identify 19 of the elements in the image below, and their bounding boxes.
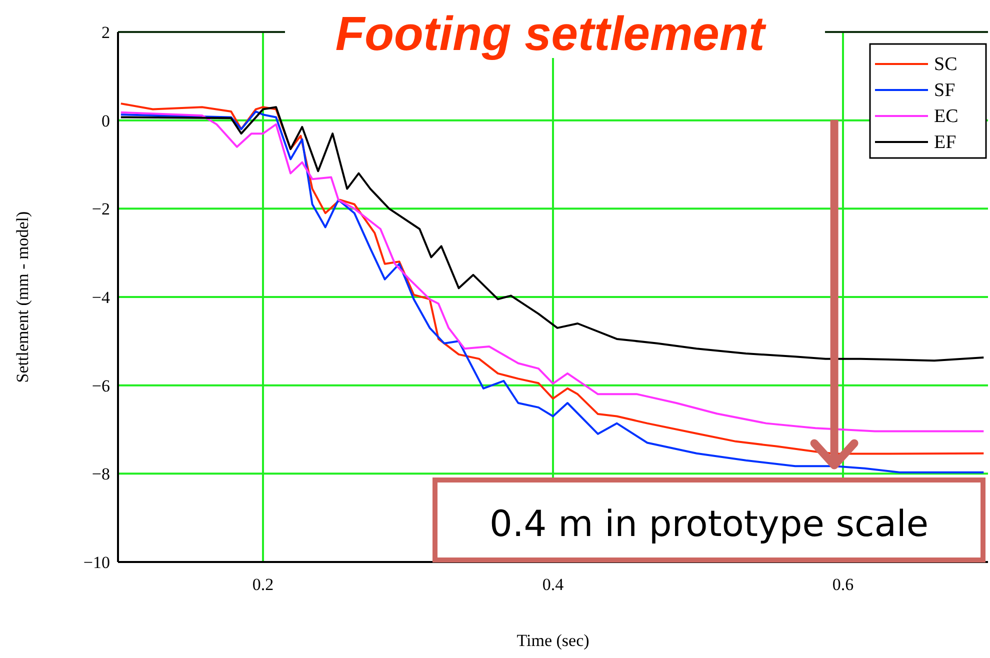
legend-label: SC bbox=[934, 54, 958, 75]
y-tick-label: 2 bbox=[102, 23, 110, 42]
y-tick-label: −8 bbox=[92, 464, 110, 484]
y-axis-title: Settlement (mm - model) bbox=[13, 211, 32, 383]
y-tick-label: −6 bbox=[92, 376, 110, 396]
x-axis-title: Time (sec) bbox=[516, 631, 590, 650]
annotation: 0.4 m in prototype scale bbox=[489, 504, 929, 545]
legend-label: EF bbox=[934, 132, 956, 153]
line-series bbox=[120, 106, 985, 362]
y-tick-label: −4 bbox=[92, 288, 110, 307]
y-tick-label: −10 bbox=[83, 553, 110, 572]
legend-label: SF bbox=[934, 80, 956, 101]
y-tick-label: −2 bbox=[92, 200, 110, 219]
y-tick-label: 0 bbox=[102, 111, 110, 130]
x-tick-label: 0.4 bbox=[542, 575, 564, 594]
chart-title: Footing settlement bbox=[335, 8, 767, 61]
x-tick-label: 0.2 bbox=[252, 575, 274, 594]
legend-label: EC bbox=[934, 106, 958, 127]
x-tick-label: 0.6 bbox=[832, 575, 854, 594]
